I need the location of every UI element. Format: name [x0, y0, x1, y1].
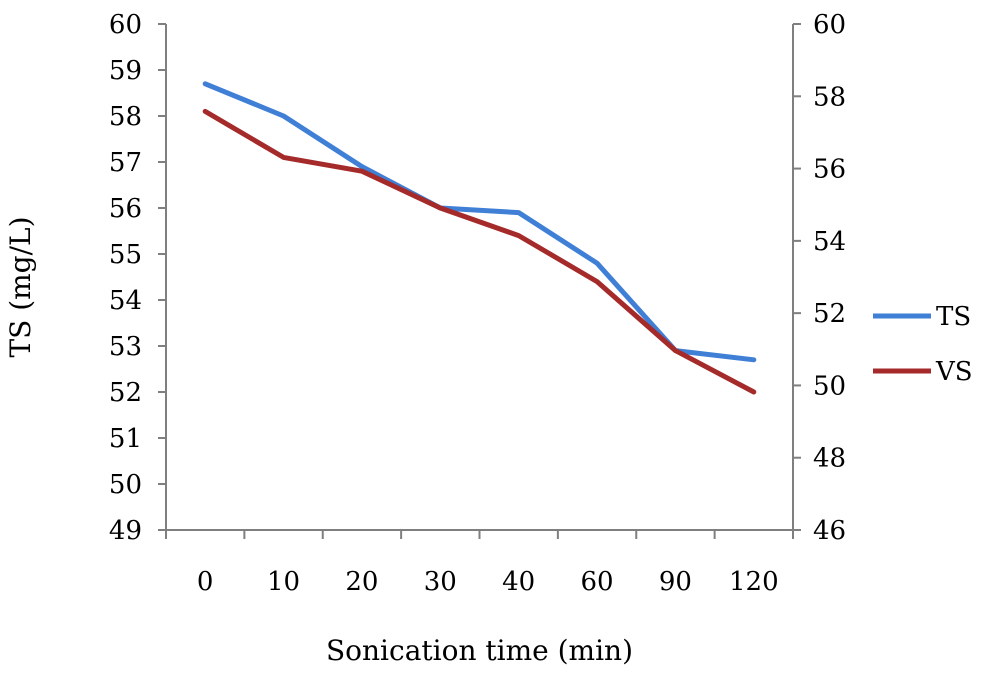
x-axis-title: Sonication time (min) [326, 634, 633, 667]
right-y-tick-label: 58 [813, 82, 846, 112]
y-axis-title: TS (mg/L) [4, 216, 37, 357]
left-y-tick-label: 59 [109, 56, 142, 86]
x-tick-label: 20 [345, 567, 378, 597]
x-tick-label: 60 [581, 567, 614, 597]
left-y-tick-label: 58 [109, 102, 142, 132]
right-y-tick-label: 52 [813, 299, 846, 329]
legend: TS VS [873, 302, 973, 387]
left-y-tick-label: 55 [109, 240, 142, 270]
x-tick-label: 10 [267, 567, 300, 597]
right-y-tick-label: 54 [813, 227, 846, 257]
x-tick-label: 30 [424, 567, 457, 597]
right-y-tick-label: 50 [813, 371, 846, 401]
left-y-tick-label: 54 [109, 286, 142, 316]
left-y-tick-label: 49 [109, 516, 142, 546]
left-y-tick-label: 56 [109, 194, 142, 224]
left-y-axis-ticks: 49 50 51 52 53 54 55 56 57 58 59 60 [109, 10, 166, 546]
legend-label-vs: VS [935, 357, 973, 387]
series-group [202, 81, 757, 395]
left-y-tick-label: 57 [109, 148, 142, 178]
axes [165, 24, 794, 531]
x-tick-label: 120 [729, 567, 779, 597]
left-y-tick-label: 52 [109, 378, 142, 408]
left-y-tick-label: 53 [109, 332, 142, 362]
right-y-tick-label: 56 [813, 155, 846, 185]
x-tick-label: 90 [659, 567, 692, 597]
right-y-tick-label: 60 [813, 10, 846, 40]
right-y-tick-label: 48 [813, 444, 846, 474]
right-y-axis-ticks: 46 48 50 52 54 56 58 60 [793, 10, 846, 546]
series-line-vs [202, 108, 757, 395]
x-axis-ticks: 0 10 20 30 40 60 90 120 [165, 530, 794, 597]
left-y-tick-label: 60 [109, 10, 142, 40]
x-tick-label: 40 [502, 567, 535, 597]
right-y-tick-label: 46 [813, 516, 846, 546]
left-y-tick-label: 50 [109, 470, 142, 500]
left-y-tick-label: 51 [109, 424, 142, 454]
x-tick-label: 0 [197, 567, 214, 597]
legend-label-ts: TS [936, 302, 971, 332]
